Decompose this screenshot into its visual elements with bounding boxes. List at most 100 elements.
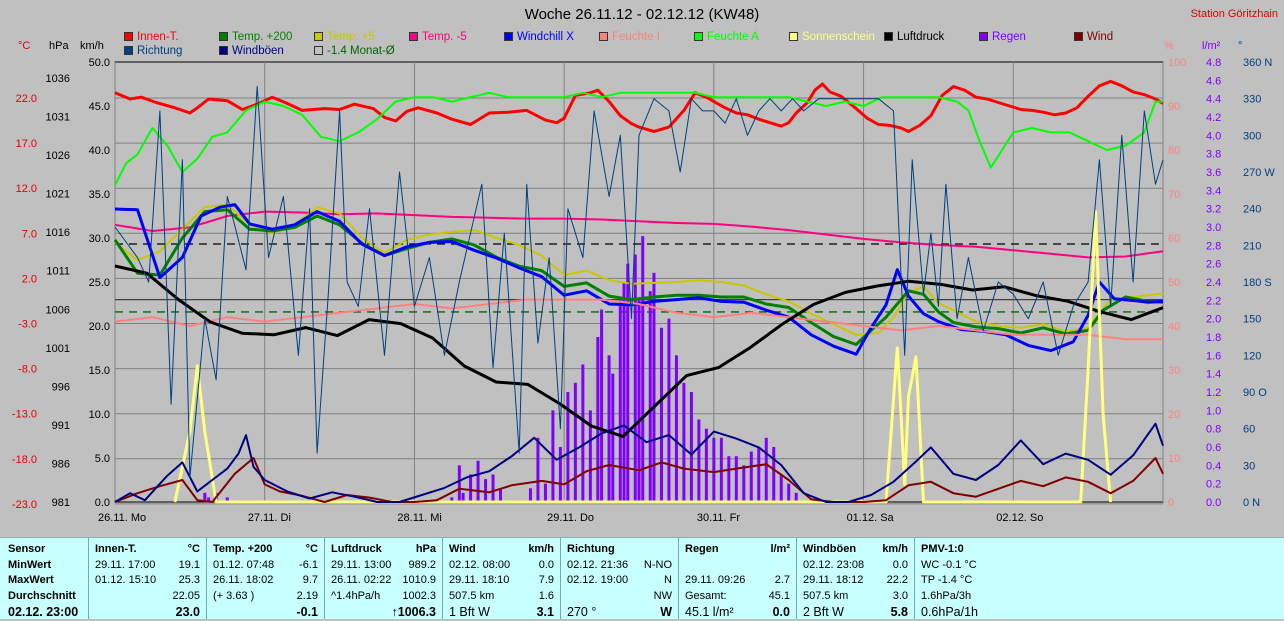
rain-bar [633,254,637,502]
legend-item: Innen-T. [124,31,179,43]
stats-title-text: PMV-1:0 [921,543,964,555]
legend-swatch [124,46,133,55]
legend-item: Feuchte A [694,31,759,43]
tick-direction: 180 S [1243,277,1272,289]
stats-row: TP -1.4 °C [915,574,1034,590]
row-label-min: MinWert [8,558,52,571]
rain-bar [607,355,611,502]
tick-rain: 2.4 [1206,277,1221,289]
stats-column-title: Regen l/m² [679,543,796,559]
tick-x-day: 29.11. Do [547,512,594,524]
tick-humidity: 20 [1168,409,1180,421]
tick-pressure: 1026 [46,150,70,162]
tick-direction: 270 W [1243,167,1275,179]
legend-swatch [694,32,703,41]
legend-swatch [219,32,228,41]
stats-row: 22.05 [89,590,206,606]
tick-rain: 4.0 [1206,130,1221,142]
stats-column: PMV-1:0 WC -0.1 °C TP -1.4 °C 1.6hPa/3h 0.6h… [914,538,1034,619]
legend-label: Temp. +200 [232,31,293,43]
legend-item: Temp. -5 [409,31,467,43]
series-temp-5 [114,210,1164,259]
stats-column-title: Windböen km/h [797,543,914,559]
stats-cell-label: 01.12. 15:10 [95,574,157,586]
tick-rain: 2.6 [1206,259,1221,271]
stats-title-text: Richtung [567,543,615,555]
stats-title-text: Luftdruck [331,543,382,555]
tick-direction: 0 N [1243,497,1260,509]
tick-direction: 240 [1243,204,1261,216]
tick-temp: -18.0 [12,454,37,466]
stats-column: Richtung 02.12. 21:36 N-NO 02.12. 19:00 N NW 2… [560,538,678,619]
chart-title: Woche 26.11.12 - 02.12.12 (KW48) [524,6,760,23]
legend-swatch [219,46,228,55]
rain-bar [772,447,776,502]
legend-label: Windböen [232,45,284,57]
tick-rain: 1.0 [1206,405,1221,417]
legend-swatch [884,32,893,41]
stats-row: ↑1006.3 [325,605,442,621]
stats-cell-value: 22.2 [886,574,908,586]
unit-lm2: l/m² [1202,40,1221,52]
stats-cell-label: Gesamt: [685,589,727,602]
legend-swatch [599,32,608,41]
tick-humidity: 50 [1168,277,1180,289]
rain-bar [734,456,738,502]
stats-row: ^1.4hPa/h 1002.3 [325,590,442,606]
legend-label: Innen-T. [137,31,179,43]
row-label-sensor: Sensor [8,543,46,555]
rain-bar [704,428,708,502]
tick-pressure: 1031 [46,112,70,124]
tick-temp: 7.0 [22,228,37,240]
stats-cell-label: 29.11. 09:26 [685,574,746,586]
stats-cell-value: 23.0 [175,605,200,619]
tick-direction: 360 N [1243,57,1272,69]
tick-rain: 3.4 [1206,185,1221,197]
tick-humidity: 40 [1168,321,1180,333]
stats-cell-label: 29.11. 18:10 [449,574,510,586]
stats-cell-label: 270 ° [567,605,597,619]
stats-cell-label: 02.12. 23:08 [803,558,865,571]
rain-bar [469,474,473,502]
stats-title-text: Wind [449,543,476,555]
legend-item: -1.4 Monat-Ø [314,45,395,57]
stats-row: 29.11. 18:12 22.2 [797,574,914,590]
rain-bar [203,492,207,502]
stats-row: Gesamt: 45.1 [679,590,796,606]
tick-x-day: 27.11. Di [248,512,291,524]
stats-unit-text: km/h [882,543,908,555]
stats-cell-label: WC -0.1 °C [921,558,977,571]
stats-cell-value: 989.2 [408,558,436,571]
tick-temp: -3.0 [18,319,37,331]
tick-humidity: 60 [1168,233,1180,245]
stats-cell-value: 5.8 [890,605,908,619]
stats-column-title: Wind km/h [443,543,560,559]
rain-bar [712,437,716,502]
rain-bar [491,474,495,502]
stats-cell-value: 0.0 [538,558,554,571]
stats-row: 507.5 km 1.6 [443,590,560,606]
stats-title-text: Windböen [803,543,857,555]
tick-rain: 2.2 [1206,295,1221,307]
series-temp-200 [113,208,1164,346]
rain-bar [648,291,652,502]
rain-bar [652,272,656,502]
stats-cell-value: 0.0 [772,605,790,619]
tick-pressure: 1021 [46,189,70,201]
rain-bar [573,382,577,502]
tick-humidity: 90 [1168,101,1180,113]
stats-cell-value: 25.3 [178,574,200,586]
series-sonnenschein [173,210,1113,504]
series-feuchte-a [114,91,1163,186]
stats-cell-value: N [664,574,672,586]
rain-bar [558,447,562,502]
tick-rain: 2.8 [1206,240,1221,252]
stats-row-labels: Sensor MinWert MaxWert Durchschnitt 02.1… [0,538,88,619]
legend-item: Richtung [124,45,182,57]
stats-cell-value: 1.6 [538,589,554,602]
stats-row [679,559,796,575]
tick-rain: 0.8 [1206,424,1221,436]
stats-column: Luftdruck hPa 29.11. 13:00 989.2 26.11. 02:2… [324,538,442,619]
rain-bar [697,419,701,502]
tick-humidity: 10 [1168,453,1180,465]
